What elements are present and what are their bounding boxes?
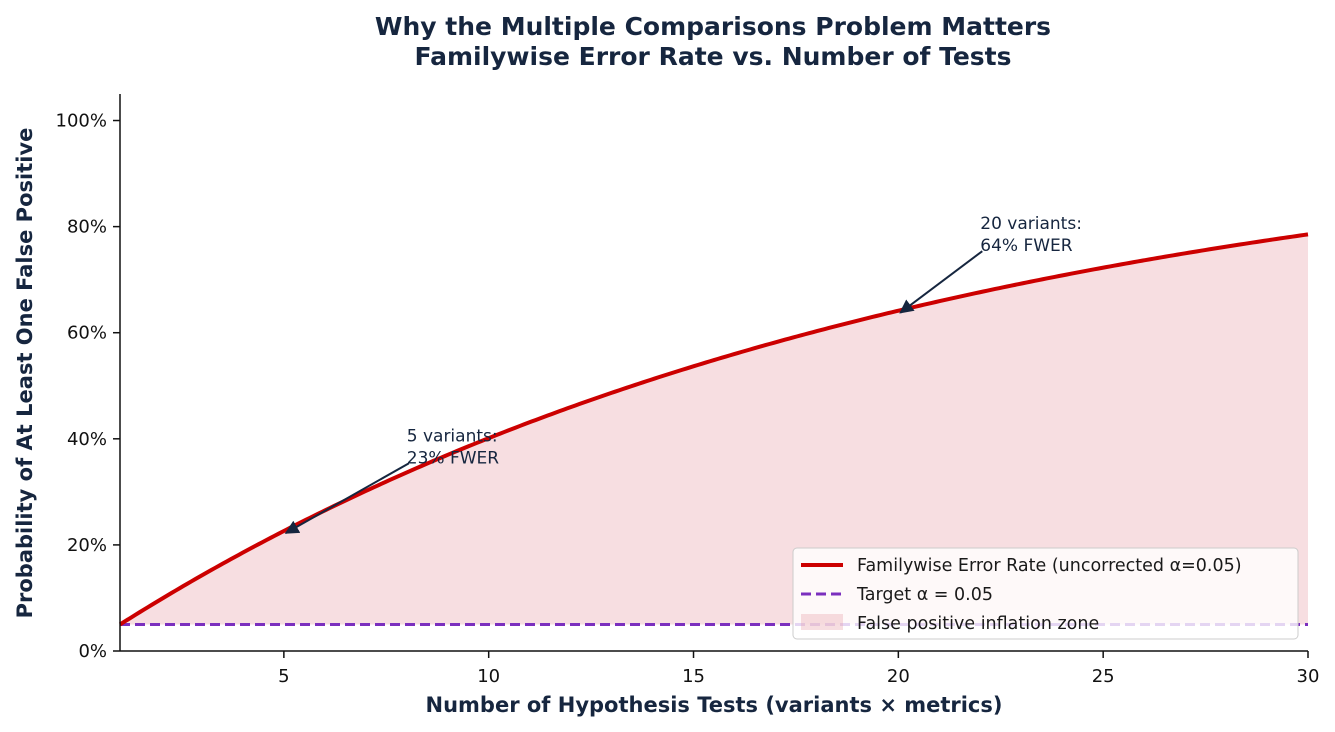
fwer-point-3 bbox=[200, 573, 204, 577]
fwer-point-14 bbox=[651, 377, 655, 381]
x-tick-label: 15 bbox=[682, 666, 705, 687]
x-tick-label: 5 bbox=[278, 666, 289, 687]
annotation-5-variants: 5 variants: 23% FWER bbox=[407, 426, 503, 468]
annotation-20-line2: 64% FWER bbox=[980, 236, 1073, 256]
fwer-point-2 bbox=[159, 597, 163, 601]
legend: Familywise Error Rate (uncorrected α=0.0… bbox=[792, 547, 1299, 640]
fwer-point-11 bbox=[528, 420, 532, 424]
fwer-point-4 bbox=[241, 551, 245, 555]
fwer-point-5 bbox=[282, 529, 286, 533]
fwer-point-25 bbox=[1101, 266, 1105, 270]
legend-label-fill: False positive inflation zone bbox=[857, 614, 1099, 634]
fwer-point-21 bbox=[937, 299, 941, 303]
fwer-point-17 bbox=[773, 340, 777, 344]
x-tick-label: 10 bbox=[477, 666, 500, 687]
annotation-5-line2: 23% FWER bbox=[407, 448, 500, 468]
fwer-point-13 bbox=[610, 391, 614, 395]
y-tick-label: 0% bbox=[78, 641, 107, 662]
fwer-point-30 bbox=[1306, 232, 1310, 236]
annotation-20-line1: 20 variants: bbox=[980, 214, 1082, 234]
fwer-point-16 bbox=[732, 352, 736, 356]
legend-label-fwer: Familywise Error Rate (uncorrected α=0.0… bbox=[857, 556, 1242, 576]
fwer-point-29 bbox=[1265, 238, 1269, 242]
fwer-point-18 bbox=[814, 329, 818, 333]
annotation-5-line1: 5 variants: bbox=[407, 426, 498, 446]
x-axis-label: Number of Hypothesis Tests (variants × m… bbox=[426, 693, 1003, 717]
x-tick-label: 20 bbox=[887, 666, 910, 687]
y-tick-label: 80% bbox=[67, 217, 107, 238]
fwer-point-28 bbox=[1224, 245, 1228, 249]
x-tick-label: 30 bbox=[1297, 666, 1320, 687]
annotation-arrow-20 bbox=[899, 250, 983, 314]
fwer-point-15 bbox=[692, 364, 696, 368]
y-tick-label: 20% bbox=[67, 535, 107, 556]
fwer-point-8 bbox=[405, 470, 409, 474]
legend-box bbox=[792, 547, 1299, 640]
y-tick-label: 40% bbox=[67, 429, 107, 450]
y-ticks: 0% 20% 40% 60% 80% 100% bbox=[56, 111, 120, 662]
fwer-point-19 bbox=[855, 319, 859, 323]
inflation-zone-fill bbox=[120, 234, 1308, 625]
fwer-point-12 bbox=[569, 405, 573, 409]
annotation-arrow-5 bbox=[284, 462, 410, 534]
fill-layer bbox=[120, 234, 1308, 625]
fwer-point-22 bbox=[978, 290, 982, 294]
fwer-point-27 bbox=[1183, 251, 1187, 255]
fwer-point-20 bbox=[896, 309, 900, 313]
x-ticks: 5 10 15 20 25 30 bbox=[278, 651, 1319, 687]
y-tick-label: 100% bbox=[56, 111, 107, 132]
fwer-point-26 bbox=[1142, 258, 1146, 262]
legend-swatch-fill bbox=[801, 614, 843, 630]
x-tick-label: 25 bbox=[1092, 666, 1115, 687]
y-tick-label: 60% bbox=[67, 323, 107, 344]
y-axis-label: Probability of At Least One False Positi… bbox=[13, 128, 37, 619]
legend-label-target: Target α = 0.05 bbox=[856, 585, 993, 605]
fwer-point-24 bbox=[1060, 273, 1064, 277]
annotation-20-variants: 20 variants: 64% FWER bbox=[980, 214, 1087, 256]
fwer-point-23 bbox=[1019, 282, 1023, 286]
chart-title-line1: Why the Multiple Comparisons Problem Mat… bbox=[375, 12, 1051, 41]
chart-title-line2: Familywise Error Rate vs. Number of Test… bbox=[414, 42, 1011, 71]
annotation-layer: 5 variants: 23% FWER 20 variants: 64% FW… bbox=[284, 214, 1087, 534]
